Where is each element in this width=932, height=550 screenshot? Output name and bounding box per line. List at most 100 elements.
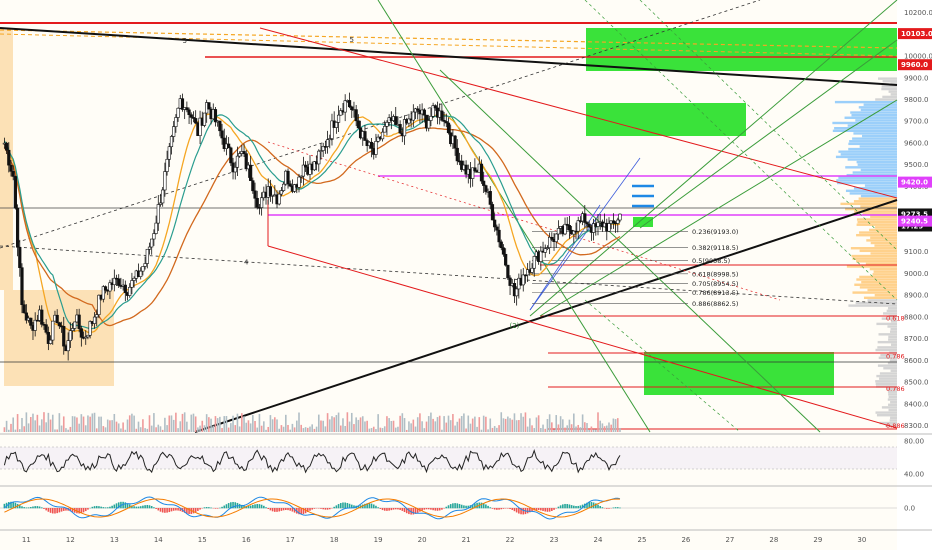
macd-hist-bar xyxy=(507,508,509,509)
macd-hist-bar xyxy=(568,504,571,509)
volume-bar xyxy=(469,423,472,432)
macd-hist-bar xyxy=(216,508,219,509)
volume-profile-bar xyxy=(878,333,897,336)
volume-profile-bar xyxy=(858,106,897,109)
macd-hist-bar xyxy=(489,507,492,509)
candle-body xyxy=(369,141,374,149)
volume-profile-bar xyxy=(854,283,897,286)
macd-hist-bar xyxy=(117,502,120,509)
macd-tick-label: 0.0 xyxy=(904,505,915,513)
candle-body xyxy=(402,119,407,137)
price-tick-label: 9500.0 xyxy=(904,161,929,169)
macd-hist-bar xyxy=(372,504,375,509)
macd-hist-bar xyxy=(423,508,426,510)
volume-bar xyxy=(280,425,283,432)
volume-bar xyxy=(214,416,217,432)
candle-body xyxy=(301,164,305,177)
candle-body xyxy=(473,167,477,172)
black-trendline-rising xyxy=(194,199,898,433)
volume-bar xyxy=(177,428,179,432)
volume-bar xyxy=(434,421,437,432)
volume-bar xyxy=(575,426,577,432)
candle-body xyxy=(202,112,207,126)
volume-bar xyxy=(529,418,531,432)
volume-bar xyxy=(188,429,190,432)
macd-hist-bar xyxy=(546,508,549,512)
orange-dashed-1 xyxy=(0,29,898,49)
volume-profile-bar xyxy=(852,137,897,140)
volume-profile-bar xyxy=(890,369,897,373)
candle-body xyxy=(350,106,354,111)
volume-bar xyxy=(452,414,454,432)
volume-bar xyxy=(265,429,267,432)
volume-bar xyxy=(320,420,322,432)
candle-body xyxy=(347,100,352,108)
volume-profile-bar xyxy=(881,85,897,88)
candle-body xyxy=(18,246,22,268)
volume-bar xyxy=(467,415,470,432)
green-channel-5 xyxy=(539,99,898,317)
volume-bar xyxy=(372,426,375,432)
candle-body xyxy=(33,319,37,331)
macd-hist-bar xyxy=(269,508,272,511)
volume-profile-bar xyxy=(838,176,897,179)
macd-hist-bar xyxy=(557,506,560,509)
price-tag-label: 9240.5 xyxy=(901,218,928,226)
candle-body xyxy=(20,267,24,306)
macd-hist-bar xyxy=(54,508,56,514)
volume-bar xyxy=(51,414,54,432)
volume-bar xyxy=(401,413,404,432)
macd-hist-bar xyxy=(542,508,544,511)
macd-hist-bar xyxy=(62,508,65,511)
candle-body xyxy=(530,267,534,273)
volume-bar xyxy=(87,415,89,432)
volume-profile-bar xyxy=(883,312,897,315)
macd-hist-bar xyxy=(104,507,107,509)
volume-bar xyxy=(150,425,153,432)
volume-bar xyxy=(394,427,397,432)
macd-hist-bar xyxy=(342,502,344,509)
volume-profile-bar xyxy=(887,307,897,310)
macd-hist-bar xyxy=(25,507,28,509)
macd-hist-bar xyxy=(166,508,168,513)
volume-bar xyxy=(282,426,285,432)
candle-body xyxy=(62,326,66,347)
volume-bar xyxy=(471,418,474,432)
volume-profile-bar xyxy=(890,343,897,346)
volume-bar xyxy=(161,429,164,432)
volume-bar xyxy=(454,425,456,432)
macd-hist-bar xyxy=(577,505,580,509)
macd-hist-bar xyxy=(137,506,140,509)
macd-hist-bar xyxy=(14,502,17,509)
macd-hist-bar xyxy=(302,508,305,515)
volume-bar xyxy=(331,416,333,432)
volume-bar xyxy=(430,412,432,432)
macd-hist-bar xyxy=(95,505,98,509)
macd-hist-bar xyxy=(430,508,432,510)
macd-hist-bar xyxy=(225,504,228,509)
volume-bar xyxy=(300,424,302,432)
macd-hist-bar xyxy=(113,504,116,509)
macd-hist-bar xyxy=(65,508,67,511)
candle-body xyxy=(180,98,185,110)
volume-profile-bar xyxy=(888,338,897,341)
candle-body xyxy=(57,322,61,327)
volume-profile-bar xyxy=(857,220,897,224)
volume-bar xyxy=(155,427,157,432)
macd-hist-bar xyxy=(449,504,452,509)
macd-hist-bar xyxy=(194,508,197,513)
volume-bar xyxy=(586,423,588,432)
macd-hist-bar xyxy=(254,504,256,509)
volume-profile-bar xyxy=(857,163,897,166)
macd-hist-bar xyxy=(498,508,500,510)
macd-hist-bar xyxy=(570,505,573,509)
volume-bar xyxy=(533,428,536,432)
price-tag-bg xyxy=(898,176,932,188)
volume-bar xyxy=(267,426,270,432)
macd-hist-bar xyxy=(522,508,525,515)
time-axis[interactable]: 11 12 13 14 15 16 17 18 19 20 21 22 23 24 25 26 27 28 29 30 xyxy=(22,536,866,544)
black-trendline-top xyxy=(0,27,898,86)
price-tag-label: 9960.0 xyxy=(901,61,928,69)
candle-body xyxy=(521,274,525,286)
